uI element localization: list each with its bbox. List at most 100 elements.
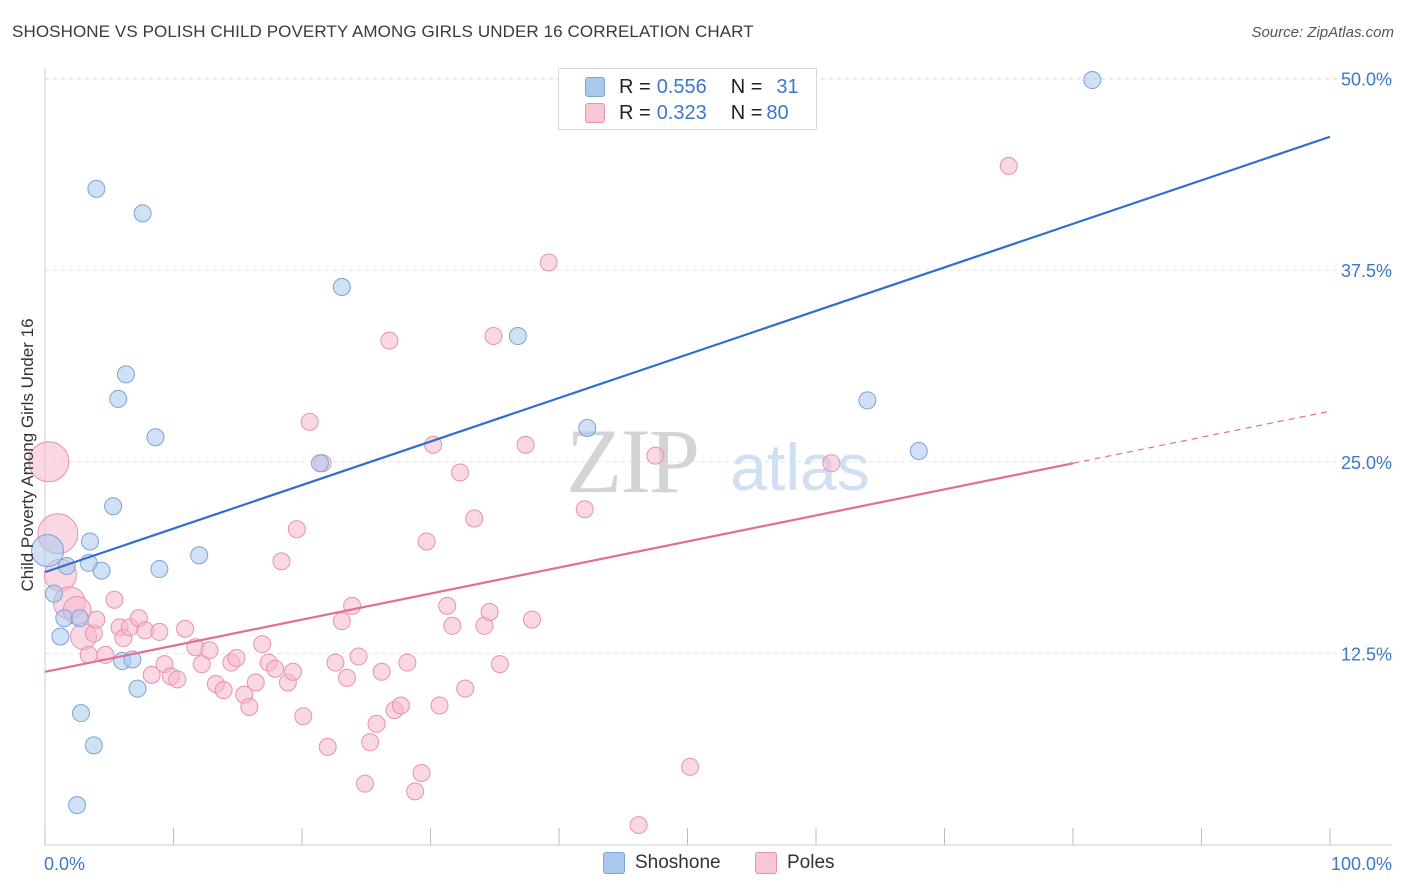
shoshone-point <box>57 556 76 575</box>
y-tick-label: 37.5% <box>1341 261 1392 281</box>
poles-point <box>484 327 503 346</box>
legend-row-shoshone: R = 0.556 N = 31 <box>585 74 799 100</box>
poles-point <box>272 552 291 571</box>
poles-point <box>629 816 648 835</box>
poles-point <box>266 659 285 678</box>
poles-trend-extrapolation <box>1072 410 1331 464</box>
tick-labels: 12.5% 25.0% 37.5% 50.0% 0.0% 100.0% <box>44 70 1392 875</box>
shoshone-point <box>80 532 99 551</box>
bottom-legend-swatch-poles <box>755 852 777 874</box>
poles-point <box>284 662 303 681</box>
poles-point <box>451 463 470 482</box>
poles-point <box>539 253 558 272</box>
legend-r-value-shoshone: 0.556 <box>656 75 707 98</box>
legend-r-label: R = <box>619 101 651 124</box>
shoshone-point <box>70 609 89 628</box>
shoshone-point <box>68 796 87 815</box>
shoshone-point <box>128 679 147 698</box>
y-tick-label: 50.0% <box>1341 70 1392 90</box>
poles-point <box>287 520 306 539</box>
legend-r-value-poles: 0.323 <box>656 101 707 124</box>
y-axis-label: Child Poverty Among Girls Under 16 <box>18 318 37 592</box>
shoshone-point <box>332 277 351 296</box>
poles-point <box>822 454 841 473</box>
shoshone-point <box>84 736 103 755</box>
poles-point <box>465 509 484 528</box>
poles-point <box>227 648 246 667</box>
poles-point <box>214 681 233 700</box>
poles-point <box>326 653 345 672</box>
shoshone-point <box>190 546 209 565</box>
poles-point <box>294 707 313 726</box>
poles-point <box>337 668 356 687</box>
legend-n-label: N = <box>730 101 763 124</box>
legend-swatch-poles <box>585 103 605 123</box>
poles-point <box>142 665 161 684</box>
poles-point <box>456 679 475 698</box>
trend-lines <box>44 135 1331 673</box>
poles-point <box>372 662 391 681</box>
poles-point <box>417 532 436 551</box>
shoshone-point <box>150 560 169 579</box>
poles-point <box>361 733 380 752</box>
shoshone-point <box>310 454 329 473</box>
poles-point <box>168 670 187 689</box>
poles-point <box>176 619 195 638</box>
watermark-atlas: atlas <box>730 430 869 504</box>
poles-point <box>150 622 169 641</box>
shoshone-point <box>858 391 877 410</box>
shoshone-point <box>55 609 74 628</box>
poles-point <box>349 647 368 666</box>
shoshone-point <box>116 365 135 384</box>
shoshone-point <box>87 179 106 198</box>
source-label: Source: ZipAtlas.com <box>1251 24 1394 41</box>
shoshone-point <box>71 704 90 723</box>
poles-point <box>192 655 211 674</box>
shoshone-point <box>133 204 152 223</box>
x-tick-label: 100.0% <box>1331 854 1392 874</box>
poles-point <box>355 774 374 793</box>
chart-title: SHOSHONE VS POLISH CHILD POVERTY AMONG G… <box>12 22 754 41</box>
poles-point <box>430 696 449 715</box>
shoshone-point <box>109 389 128 408</box>
poles-point <box>438 596 457 615</box>
poles-point <box>443 616 462 635</box>
poles-point <box>318 737 337 756</box>
y-tick-label: 25.0% <box>1341 453 1392 473</box>
poles-point <box>575 500 594 519</box>
poles-point <box>480 602 499 621</box>
legend-n-value-shoshone: 31 <box>776 75 799 98</box>
legend-r-label: R = <box>619 75 651 98</box>
bottom-legend-shoshone: Shoshone <box>603 852 721 874</box>
bottom-legend-swatch-shoshone <box>603 852 625 874</box>
shoshone-trend-line <box>44 135 1331 574</box>
shoshone-point <box>51 627 70 646</box>
poles-point <box>200 641 219 660</box>
shoshone-point <box>31 534 65 568</box>
poles-point <box>300 412 319 431</box>
poles-point <box>240 698 259 717</box>
poles-point <box>646 446 665 465</box>
shoshone-points <box>31 71 1102 815</box>
y-tick-label: 12.5% <box>1341 644 1392 664</box>
bottom-legend-poles: Poles <box>755 852 835 874</box>
poles-point <box>398 653 417 672</box>
poles-point <box>253 635 272 654</box>
shoshone-point <box>146 428 165 447</box>
poles-point <box>380 331 399 350</box>
poles-point <box>406 782 425 801</box>
poles-point <box>412 763 431 782</box>
poles-point <box>28 441 70 483</box>
poles-point <box>367 714 386 733</box>
shoshone-point <box>92 561 111 580</box>
shoshone-point <box>1083 71 1102 90</box>
poles-point <box>516 435 535 454</box>
poles-point <box>332 612 351 631</box>
poles-point <box>424 435 443 454</box>
poles-point <box>490 655 509 674</box>
poles-point <box>523 610 542 629</box>
x-tick-label: 0.0% <box>44 854 85 874</box>
correlation-legend: R = 0.556 N = 31 R = 0.323 N = 80 <box>558 68 817 130</box>
shoshone-point <box>104 497 123 516</box>
